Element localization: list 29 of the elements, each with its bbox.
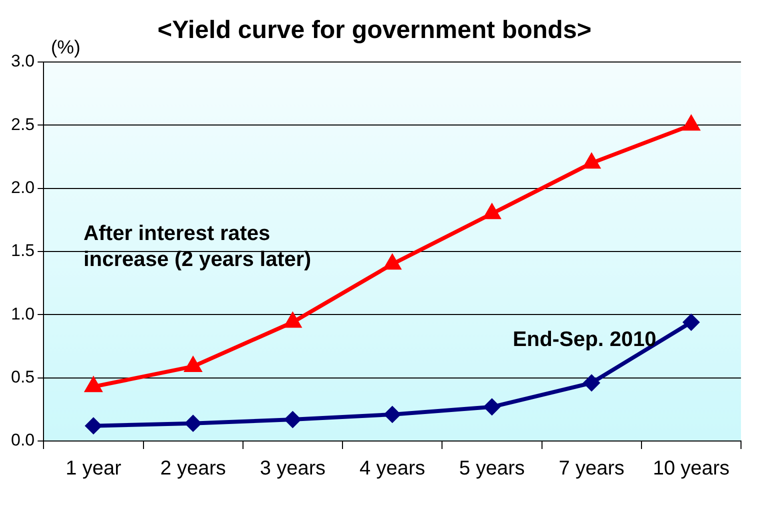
point (682, 114, 700, 131)
y-tick-label: 1.5 (10, 241, 35, 260)
y-tick-label: 0.0 (10, 430, 35, 450)
y-tick-label: 0.5 (10, 368, 35, 387)
x-tick-label: 3 years (260, 458, 326, 480)
x-tick-label: 10 years (652, 458, 730, 480)
x-tick-label: 4 years (360, 458, 426, 480)
point (583, 374, 600, 392)
point (383, 254, 402, 270)
x-tick-label: 7 years (558, 458, 624, 480)
series-label: End-Sep. 2010 (512, 328, 656, 352)
point (682, 314, 700, 331)
y-tick-label: 3.0 (10, 52, 35, 71)
chart-title: <Yield curve for government bonds> (158, 16, 592, 44)
point (384, 406, 401, 423)
point (582, 152, 601, 169)
point (482, 203, 502, 220)
series-label: After interest rates increase (2 years later) (83, 222, 312, 272)
y-tick-label: 1.0 (10, 304, 35, 324)
y-axis-title: (%) (50, 38, 80, 59)
point (184, 414, 202, 432)
y-tick-label: 2.5 (10, 114, 35, 134)
point (284, 411, 302, 428)
x-tick-label: 2 years (160, 458, 226, 480)
y-tick-label: 2.0 (10, 178, 35, 198)
point (84, 417, 102, 434)
x-tick-label: 5 years (459, 458, 525, 480)
point (483, 398, 500, 416)
x-tick-label: 1 year (66, 458, 122, 480)
